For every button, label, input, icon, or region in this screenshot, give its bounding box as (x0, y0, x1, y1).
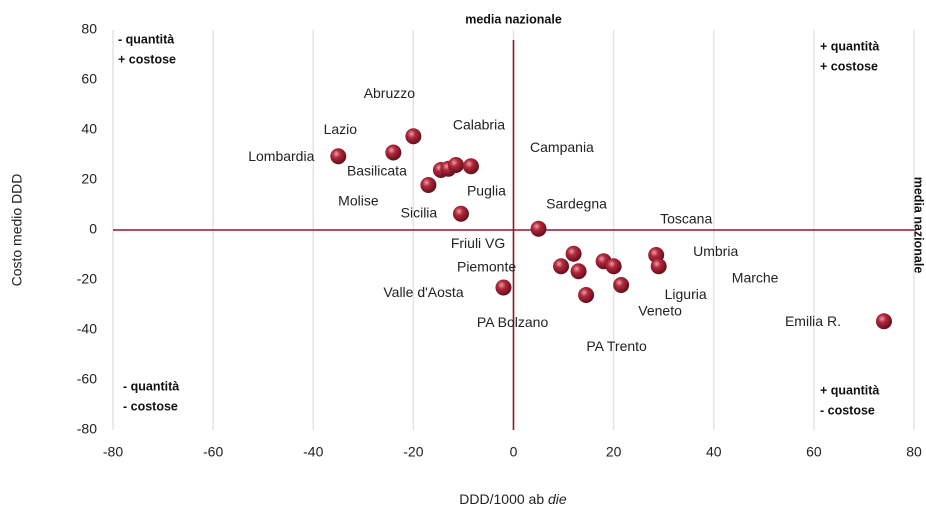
x-tick-label: 0 (510, 444, 518, 460)
point-label: Sicilia (401, 204, 438, 220)
point-label: Lombardia (248, 148, 314, 164)
x-tick-label: -20 (403, 444, 423, 460)
y-tick-label: -20 (77, 271, 97, 287)
quadrant-label-line: - costose (123, 399, 178, 413)
y-tick-label: -60 (77, 371, 97, 387)
y-tick-label: -40 (77, 321, 97, 337)
point-label: Piemonte (457, 258, 516, 274)
x-tick-label: 20 (606, 444, 622, 460)
point-label: PA Bolzano (477, 314, 549, 330)
point (553, 258, 570, 275)
quadrant-label: - quantità - costose (119, 376, 205, 418)
quadrant-label-line: + quantità (820, 39, 879, 53)
quadrant-label-bg (119, 376, 205, 418)
x-tick-label: -40 (303, 444, 323, 460)
point-label: Calabria (453, 117, 505, 133)
x-tick-label: 40 (706, 444, 722, 460)
point (420, 177, 437, 193)
point-label: Basilicata (347, 163, 407, 179)
x-tick-label: 80 (906, 444, 922, 460)
y-tick-label: 0 (89, 221, 97, 237)
quadrant-label-line: + costose (820, 59, 878, 73)
point-label: Umbria (693, 243, 738, 259)
point (405, 128, 422, 145)
y-tick-label: 60 (81, 71, 97, 87)
y-tick-label: 20 (81, 171, 97, 187)
point-label: Liguria (665, 286, 707, 302)
point-label: Lazio (324, 121, 358, 137)
point (650, 258, 667, 275)
point-label: Emilia R. (785, 313, 841, 329)
quadrant-label: + quantità + costose (816, 36, 902, 78)
y-axis-title: Costo medio DDD (9, 174, 25, 287)
point (452, 205, 469, 222)
quadrant-label-bg (114, 29, 200, 71)
reference-label: media nazionale (465, 12, 562, 26)
point (447, 157, 464, 173)
point (330, 148, 347, 165)
point-label: Molise (338, 193, 379, 209)
point (462, 158, 479, 175)
quadrant-label: - quantità + costose (114, 29, 200, 71)
quadrant-label-bg (816, 380, 902, 422)
point-label: Abruzzo (364, 85, 416, 101)
quadrant-label-line: - quantità (123, 379, 179, 393)
x-axis-title-emphasis: die (548, 491, 567, 507)
point-label: Veneto (638, 303, 682, 319)
x-tick-label: 60 (806, 444, 822, 460)
quadrant-label: + quantità - costose (816, 380, 902, 422)
reference-label: media nazionale (912, 177, 926, 274)
point (565, 245, 582, 262)
quadrant-label-bg (816, 36, 902, 78)
point (605, 258, 622, 275)
x-tick-label: -80 (103, 444, 123, 460)
point-label: Friuli VG (451, 235, 505, 251)
point (613, 277, 630, 293)
quadrant-label-line: - costose (820, 403, 875, 417)
point-label: Puglia (467, 182, 506, 198)
point-label: Sardegna (546, 195, 607, 211)
y-tick-label: -80 (77, 421, 97, 437)
point (570, 263, 587, 280)
point (530, 220, 547, 237)
point (385, 144, 402, 161)
x-axis-title-main: DDD/1000 ab (459, 491, 544, 507)
point (578, 287, 595, 303)
y-tick-label: 40 (81, 121, 97, 137)
point (495, 279, 512, 296)
point-label: Marche (732, 270, 779, 286)
point-label: Toscana (660, 211, 712, 227)
x-axis-title: DDD/1000 ab die (459, 491, 567, 507)
quadrant-label-line: + quantità (820, 383, 879, 397)
quadrant-label-line: + costose (118, 52, 176, 66)
y-tick-label: 80 (81, 21, 97, 37)
quadrant-label-line: - quantità (118, 32, 174, 46)
x-tick-label: -60 (203, 444, 223, 460)
point-label: Valle d'Aosta (383, 284, 463, 300)
point (875, 313, 892, 330)
point-label: PA Trento (586, 338, 647, 354)
point-label: Campania (530, 139, 594, 155)
